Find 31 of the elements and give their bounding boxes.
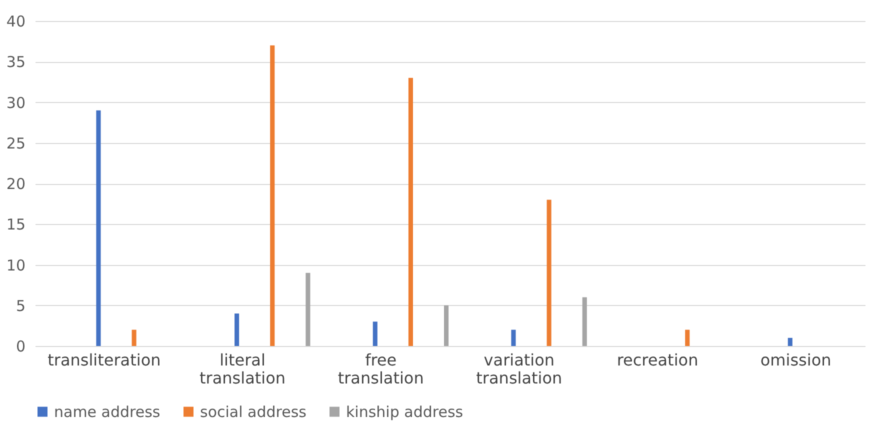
y-tick-label: 35 [6, 53, 26, 72]
y-tick-label: 25 [6, 134, 26, 152]
x-tick-label: literal translation [199, 350, 286, 388]
legend-label: kinship address [346, 402, 464, 421]
y-tick-label: 30 [6, 94, 26, 112]
x-tick-label: recreation [616, 350, 698, 370]
y-tick-label: 20 [6, 175, 26, 193]
bar [444, 305, 449, 346]
x-tick-label: omission [760, 350, 832, 370]
bar [582, 297, 587, 346]
y-tick-label: 40 [6, 12, 26, 30]
bar [685, 330, 690, 346]
legend-label: name address [54, 402, 160, 421]
bar [372, 322, 378, 346]
bar [306, 272, 310, 346]
bar [511, 330, 516, 346]
bar [546, 200, 552, 346]
x-tick-label: variation translation [476, 350, 562, 388]
y-tick-label: 5 [16, 296, 26, 315]
legend-label: social address [200, 402, 307, 421]
x-tick-label: free translation [338, 350, 424, 388]
bar [408, 78, 413, 346]
bar [270, 45, 275, 346]
bar [96, 110, 101, 346]
y-tick-label: 0 [16, 338, 26, 356]
bar [234, 314, 240, 346]
bar [132, 330, 136, 346]
y-tick-label: 15 [6, 216, 26, 234]
bar [788, 338, 792, 346]
y-tick-label: 10 [6, 256, 26, 274]
x-tick-label: transliteration [48, 350, 161, 370]
